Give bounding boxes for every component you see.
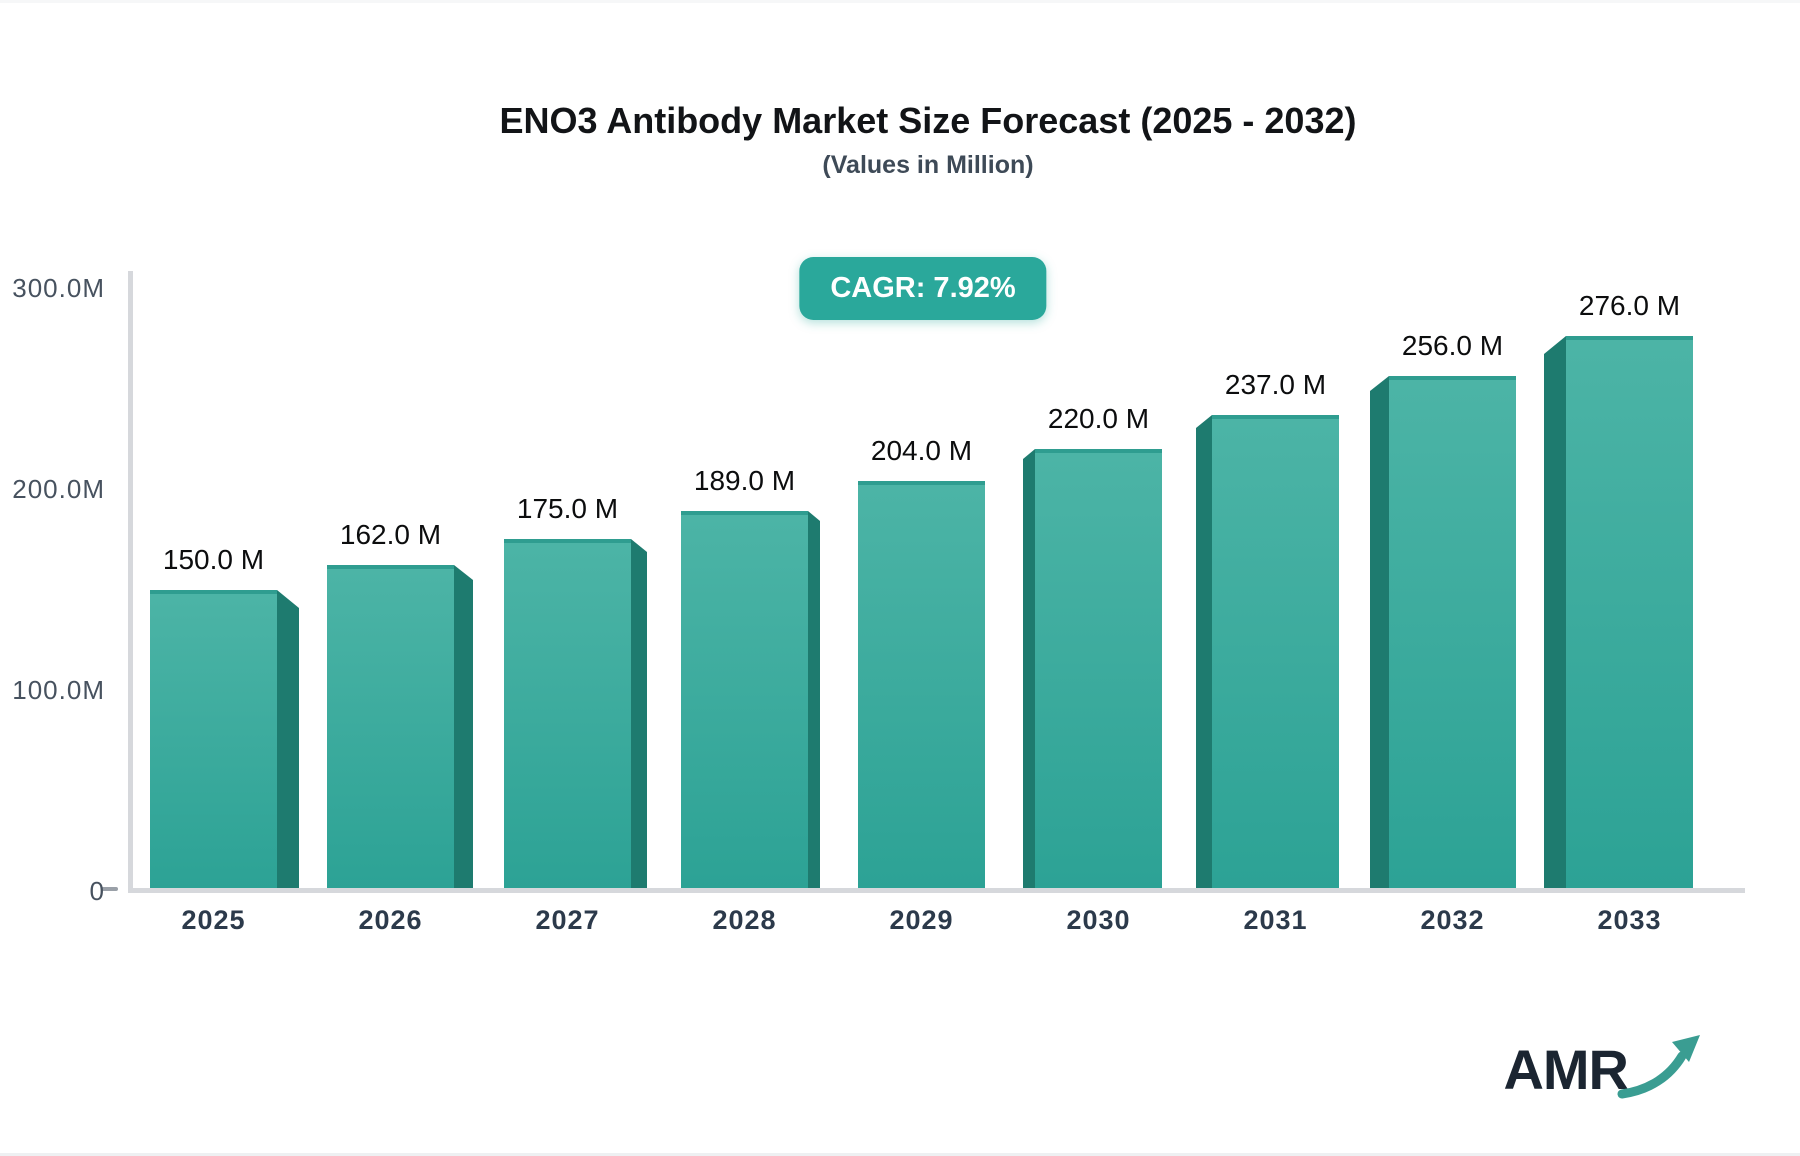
bar-2028[interactable] <box>681 511 808 891</box>
chart-title: ENO3 Antibody Market Size Forecast (2025… <box>499 100 1357 141</box>
y-tick-label: 100.0M <box>12 675 105 705</box>
bar-value-label: 162.0 M <box>339 519 442 550</box>
bar-value-label: 220.0 M <box>1047 403 1150 434</box>
x-tick-label-2029: 2029 <box>889 905 954 935</box>
x-tick-label-2033: 2033 <box>1597 905 1662 935</box>
bar-2029[interactable] <box>858 481 985 891</box>
cagr-badge: CAGR: 7.92% <box>799 257 1047 320</box>
y-axis-line <box>128 271 133 893</box>
bar-side-2031 <box>1196 415 1212 891</box>
bar-2032[interactable] <box>1389 376 1516 891</box>
bar-2026[interactable] <box>327 565 454 891</box>
bar-side-2028 <box>808 511 820 891</box>
bar-side-2032 <box>1370 376 1389 891</box>
bar-value-label: 276.0 M <box>1578 290 1681 321</box>
bar-value-label: 189.0 M <box>693 465 796 496</box>
x-axis-line <box>128 888 1745 893</box>
amr-logo: AMR <box>1503 1034 1700 1102</box>
bar-side-2033 <box>1544 336 1566 891</box>
bar-2033[interactable] <box>1566 336 1693 891</box>
y-tick-label: 0 <box>89 876 105 906</box>
x-tick-label-2026: 2026 <box>358 905 423 935</box>
chart-subtitle: (Values in Million) <box>822 151 1034 179</box>
bar-side-2027 <box>631 539 647 891</box>
x-tick-label-2028: 2028 <box>712 905 777 935</box>
bar-2025[interactable] <box>150 590 277 891</box>
bar-side-2030 <box>1023 449 1035 891</box>
amr-logo-text: AMR <box>1503 1038 1629 1101</box>
bar-value-label: 175.0 M <box>516 493 619 524</box>
bar-value-label: 204.0 M <box>870 435 973 466</box>
bar-2027[interactable] <box>504 539 631 891</box>
x-tick-label-2027: 2027 <box>535 905 600 935</box>
bar-side-2025 <box>277 590 299 891</box>
x-tick-label-2030: 2030 <box>1066 905 1131 935</box>
x-tick-label-2025: 2025 <box>181 905 246 935</box>
bar-2030[interactable] <box>1035 449 1162 891</box>
zero-tick-mark <box>101 887 118 891</box>
bar-value-label: 256.0 M <box>1401 330 1504 361</box>
x-tick-label-2032: 2032 <box>1420 905 1485 935</box>
bar-value-label: 237.0 M <box>1224 369 1327 400</box>
bar-2031[interactable] <box>1212 415 1339 891</box>
y-tick-label: 300.0M <box>12 273 105 303</box>
x-tick-label-2031: 2031 <box>1243 905 1308 935</box>
bar-value-label: 150.0 M <box>162 544 265 575</box>
growth-arrow-icon <box>1617 1034 1700 1098</box>
bar-side-2026 <box>454 565 473 891</box>
y-tick-label: 200.0M <box>12 474 105 504</box>
